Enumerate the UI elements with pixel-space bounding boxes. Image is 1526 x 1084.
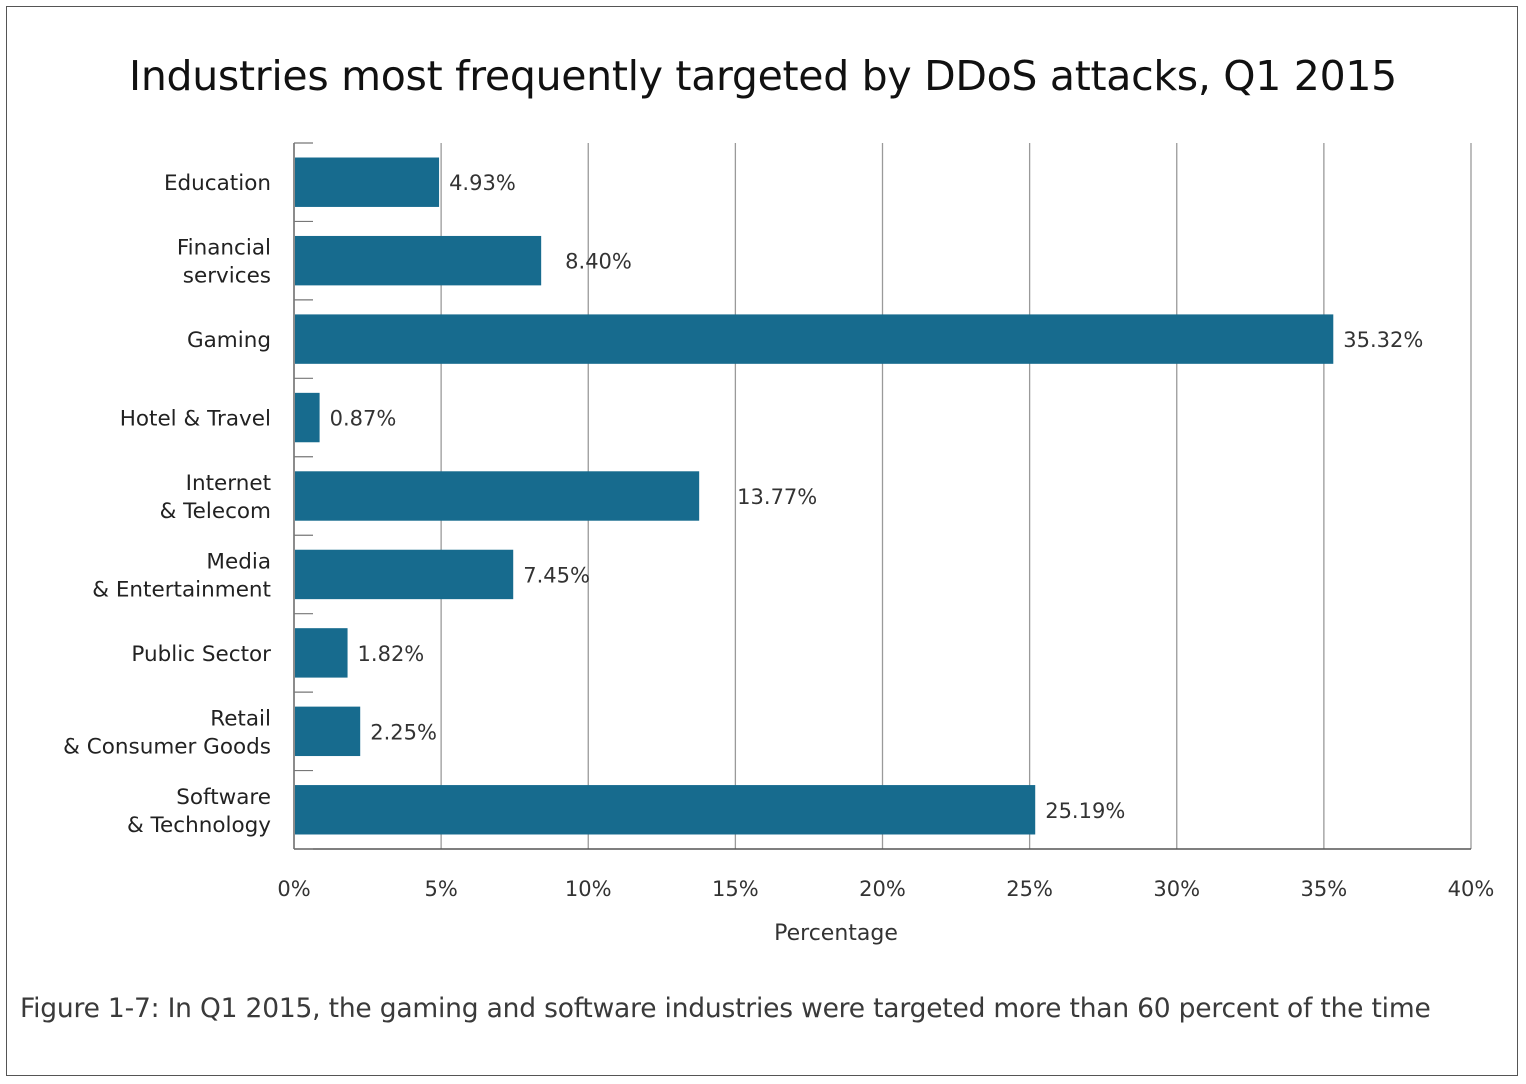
category-label: Education	[164, 171, 271, 196]
category-label-line: & Consumer Goods	[63, 734, 271, 759]
value-label: 2.25%	[370, 720, 437, 744]
value-label: 7.45%	[523, 563, 590, 587]
category-label-line: Financial	[177, 236, 271, 261]
category-label-line: Gaming	[187, 328, 271, 353]
category-label-line: Media	[206, 549, 271, 574]
bars	[295, 157, 1334, 835]
category-label: Internet & Telecom	[160, 471, 271, 524]
x-tick-label: 30%	[1153, 877, 1200, 901]
value-label: 13.77%	[737, 485, 817, 509]
figure-caption: Figure 1-7: In Q1 2015, the gaming and s…	[20, 993, 1431, 1024]
figure-frame	[6, 6, 1518, 1076]
bar	[295, 549, 514, 600]
x-tick-label: 10%	[565, 877, 612, 901]
value-label: 25.19%	[1045, 799, 1125, 823]
bar	[295, 314, 1334, 364]
x-tick-label: 0%	[277, 877, 310, 901]
bar	[295, 235, 542, 286]
category-label: Software & Technology	[127, 785, 271, 838]
category-label-line: & Entertainment	[92, 577, 271, 602]
bar	[295, 785, 1036, 835]
category-label: Media & Entertainment	[92, 549, 271, 602]
axes	[293, 142, 1471, 850]
value-label: 1.82%	[358, 642, 425, 666]
bar	[295, 471, 700, 521]
bar	[295, 157, 440, 207]
category-label-line: & Telecom	[160, 499, 271, 524]
x-tick-label: 5%	[424, 877, 457, 901]
category-label-line: Public Sector	[131, 642, 271, 667]
category-label: Public Sector	[131, 642, 271, 667]
category-label-line: Internet	[186, 471, 271, 496]
category-label-line: & Technology	[127, 813, 271, 838]
value-labels: 4.93% 8.40% 35.32% 0.87% 13.77% 7.45% 1.82% 2.2…	[330, 171, 1424, 823]
category-label: Financial services	[177, 236, 271, 289]
category-label-line: Retail	[210, 706, 271, 731]
bar	[295, 706, 361, 757]
category-label: Gaming	[187, 328, 271, 353]
bar	[295, 392, 320, 443]
category-label: Retail & Consumer Goods	[63, 706, 271, 759]
value-label: 8.40%	[565, 250, 632, 274]
category-label: Hotel & Travel	[120, 407, 271, 432]
x-tick-label: 15%	[712, 877, 759, 901]
x-tick-labels: 0% 5% 10% 15% 20% 25% 30% 35% 40%	[277, 877, 1494, 901]
x-tick-label: 40%	[1448, 877, 1495, 901]
x-tick-label: 35%	[1301, 877, 1348, 901]
chart-title: Industries most frequently targeted by D…	[129, 52, 1397, 100]
value-label: 4.93%	[449, 171, 516, 195]
category-label-line: Education	[164, 171, 271, 196]
category-label-line: Software	[176, 785, 271, 810]
category-label-line: services	[183, 264, 271, 289]
x-axis-label: Percentage	[774, 921, 898, 946]
category-label-line: Hotel & Travel	[120, 407, 271, 432]
category-labels: Education Financial services Gaming Hotel & …	[63, 171, 271, 838]
x-tick-label: 20%	[859, 877, 906, 901]
bar	[295, 628, 348, 678]
value-label: 35.32%	[1343, 328, 1423, 352]
x-tick-label: 25%	[1006, 877, 1053, 901]
value-label: 0.87%	[330, 407, 397, 431]
